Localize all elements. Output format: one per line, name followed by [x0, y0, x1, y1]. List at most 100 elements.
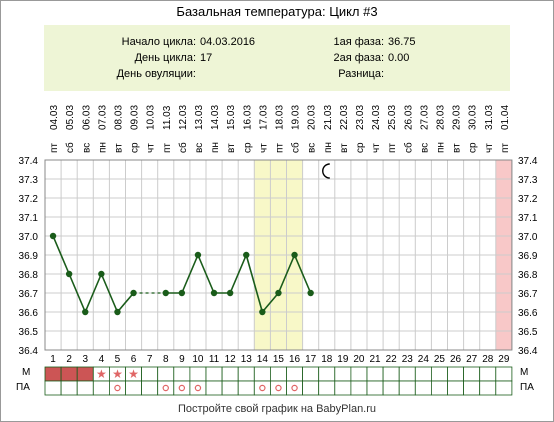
date-label: 29.03: [452, 105, 463, 130]
intercourse-cell[interactable]: [382, 380, 400, 396]
temperature-segment: [84, 273, 103, 313]
menstruation-cell[interactable]: [479, 366, 497, 382]
menstruation-cell[interactable]: [173, 366, 191, 382]
intercourse-cell[interactable]: [463, 380, 481, 396]
menstruation-cell[interactable]: [463, 366, 481, 382]
intercourse-cell[interactable]: [318, 380, 336, 396]
y-tick-label-right: 37.1: [518, 213, 538, 224]
menstruation-cell[interactable]: [398, 366, 416, 382]
temperature-segment: [277, 254, 296, 294]
menstruation-cell[interactable]: [141, 366, 159, 382]
menstruation-cell[interactable]: [334, 366, 352, 382]
temperature-segment: [100, 273, 119, 313]
menstruation-cell[interactable]: [157, 366, 175, 382]
intercourse-cell[interactable]: [414, 380, 432, 396]
intercourse-cell[interactable]: [221, 380, 239, 396]
menstruation-cell[interactable]: [286, 366, 304, 382]
date-label: 08.03: [113, 105, 124, 130]
intercourse-cell[interactable]: [141, 380, 159, 396]
intercourse-circle-icon: [178, 384, 186, 392]
intercourse-cell[interactable]: [109, 380, 126, 396]
temperature-point: [194, 251, 202, 259]
intercourse-cell[interactable]: [125, 380, 143, 396]
intercourse-cell[interactable]: [173, 380, 191, 396]
menstruation-cell[interactable]: [237, 366, 255, 382]
date-label: 16.03: [242, 105, 253, 130]
menstruation-cell[interactable]: [302, 366, 320, 382]
intercourse-cell[interactable]: [495, 380, 513, 396]
menstruation-cell[interactable]: [447, 366, 465, 382]
intercourse-cell[interactable]: [157, 380, 175, 396]
intercourse-cell[interactable]: [205, 380, 223, 396]
y-tick-label-right: 37.4: [518, 156, 538, 167]
menstruation-cell[interactable]: [366, 366, 384, 382]
date-label: 15.03: [226, 105, 237, 130]
day-number: 5: [115, 354, 121, 365]
menstruation-cell[interactable]: [414, 366, 432, 382]
intercourse-cell[interactable]: [334, 380, 352, 396]
intercourse-cell[interactable]: [60, 380, 78, 396]
menstruation-cell[interactable]: [382, 366, 400, 382]
weekday-label: пн: [97, 142, 108, 153]
menstruation-cell[interactable]: [269, 366, 287, 382]
intercourse-row-label-right: ПА: [520, 382, 534, 393]
weekday-label: чт: [371, 143, 382, 153]
temperature-point: [178, 289, 186, 297]
date-label: 11.03: [162, 105, 173, 130]
intercourse-cell[interactable]: [350, 380, 368, 396]
weekday-label: ср: [242, 142, 253, 153]
temperature-segment: [293, 254, 312, 294]
intercourse-cell[interactable]: [76, 380, 94, 396]
day-number: 28: [482, 354, 494, 365]
menstruation-cell[interactable]: [495, 366, 513, 382]
intercourse-cell[interactable]: [366, 380, 384, 396]
menstruation-cell[interactable]: [318, 366, 336, 382]
temperature-point: [210, 289, 218, 297]
intercourse-cell[interactable]: [479, 380, 497, 396]
intercourse-cell[interactable]: [92, 380, 110, 396]
day-number: 20: [353, 354, 365, 365]
temperature-axis: 37.4 37.4 37.3 37.3 37.2 37.2 37.1 37.1 37.0 37.0…: [19, 156, 538, 357]
intercourse-cell[interactable]: [189, 380, 207, 396]
temperature-point: [275, 289, 282, 297]
temperature-point: [162, 289, 169, 297]
menstruation-cell[interactable]: [430, 366, 448, 382]
menstruation-cell[interactable]: [221, 366, 239, 382]
info-panel: [44, 25, 510, 91]
y-tick-label-left: 37.0: [19, 232, 39, 243]
menstruation-cell[interactable]: [60, 366, 78, 382]
weekday-label: вс: [307, 143, 318, 153]
date-label: 31.03: [484, 105, 495, 130]
footer-link[interactable]: Постройте свой график на BabyPlan.ru: [178, 403, 376, 415]
menstruation-cell[interactable]: [76, 366, 94, 382]
day-number: 4: [99, 354, 105, 365]
y-tick-label-left: 36.6: [19, 308, 39, 319]
temperature-segment: [229, 254, 247, 294]
intercourse-cell[interactable]: [302, 380, 320, 396]
intercourse-cell[interactable]: [237, 380, 255, 396]
temperature-segment: [52, 235, 70, 275]
menstruation-cell[interactable]: [189, 366, 207, 382]
y-tick-label-right: 36.8: [518, 270, 538, 281]
menstruation-cell[interactable]: [205, 366, 223, 382]
intercourse-cell[interactable]: [430, 380, 448, 396]
intercourse-cell[interactable]: [398, 380, 416, 396]
day-number: 2: [66, 354, 72, 365]
intercourse-cell[interactable]: [253, 380, 271, 396]
temperature-segment: [245, 254, 264, 313]
cycle-start-value: 04.03.2016: [200, 36, 255, 48]
menstruation-cell[interactable]: [350, 366, 368, 382]
menstruation-cell[interactable]: [253, 366, 271, 382]
intercourse-cell[interactable]: [286, 380, 304, 396]
intercourse-cell[interactable]: [44, 380, 62, 396]
temperature-point: [82, 308, 89, 316]
weekday-label: чт: [146, 143, 157, 153]
intercourse-cell[interactable]: [269, 380, 287, 396]
weekday-label: пн: [435, 142, 446, 153]
menstruation-cell[interactable]: [44, 366, 62, 382]
y-tick-label-left: 37.1: [19, 213, 39, 224]
day-number: 21: [369, 354, 381, 365]
date-label: 25.03: [387, 105, 398, 130]
intercourse-cell[interactable]: [447, 380, 465, 396]
